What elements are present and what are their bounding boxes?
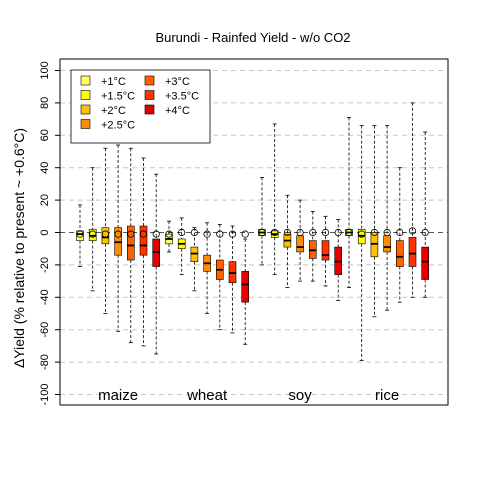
- box-rice-5: [408, 237, 417, 267]
- mean-marker: [334, 228, 342, 237]
- y-tick-label: -100: [39, 383, 51, 405]
- box-maize-5: [139, 225, 148, 256]
- mean-marker: [89, 230, 97, 238]
- y-tick-label: 0: [39, 229, 51, 235]
- box-rice-4: [395, 240, 404, 267]
- mean-marker: [203, 230, 211, 238]
- legend-box: [70, 69, 211, 144]
- mean-marker: [283, 228, 291, 237]
- box-soy-5: [321, 240, 330, 261]
- y-tick-label: -60: [39, 322, 51, 338]
- legend-label: +1.5°C: [101, 91, 135, 103]
- legend-swatch: [144, 90, 155, 100]
- mean-marker: [139, 230, 148, 238]
- box-rice-3: [383, 235, 391, 253]
- mean-marker: [258, 228, 266, 237]
- mean-marker: [76, 230, 84, 238]
- box-rice-6: [421, 246, 430, 280]
- legend: +1°C +1.5°C +2°C +2.5°C +3°C +3.5°C +4°C: [70, 69, 211, 144]
- legend-swatch: [80, 119, 91, 129]
- legend-swatch: [144, 75, 155, 86]
- group-label-rice: rice: [375, 387, 399, 404]
- mean-marker: [114, 230, 122, 238]
- legend-swatch: [80, 75, 91, 86]
- mean-marker: [408, 227, 417, 235]
- mean-marker: [241, 230, 249, 238]
- legend-label: +3°C: [165, 76, 190, 88]
- mean-marker: [165, 230, 173, 238]
- y-tick-label: -80: [39, 354, 51, 370]
- mean-marker: [152, 230, 160, 238]
- group-label-wheat: wheat: [186, 387, 228, 404]
- legend-swatch: [80, 104, 91, 115]
- y-tick-label: -20: [39, 257, 51, 273]
- mean-marker: [101, 230, 110, 238]
- box-maize-4: [127, 225, 135, 261]
- mean-marker: [321, 228, 330, 237]
- mean-marker: [271, 228, 279, 237]
- y-tick-label: 40: [39, 162, 51, 174]
- mean-marker: [228, 230, 237, 238]
- legend-label: +3.5°C: [165, 91, 199, 103]
- y-tick-label: 20: [39, 194, 51, 206]
- mean-marker: [358, 230, 366, 238]
- legend-label: +1°C: [101, 76, 126, 88]
- group-label-soy: soy: [288, 387, 312, 404]
- box-soy-3: [296, 235, 304, 253]
- group-maize: [76, 144, 160, 355]
- group-wheat: [165, 217, 249, 345]
- box-maize-2: [101, 227, 110, 245]
- legend-label: +2.5°C: [101, 120, 135, 132]
- y-axis: -100 -80 -60 -40 -20 0 20 40 60 80 100: [39, 59, 61, 406]
- y-tick-label: 80: [39, 97, 51, 109]
- box-wheat-6: [241, 271, 249, 303]
- mean-marker: [190, 228, 198, 237]
- mean-marker: [296, 228, 304, 237]
- group-labels: maize wheat soy rice: [98, 387, 399, 404]
- mean-marker: [309, 228, 317, 237]
- group-rice: [345, 102, 430, 361]
- mean-marker: [370, 228, 378, 237]
- mean-marker: [421, 228, 429, 237]
- y-axis-label: ΔYield (% relative to present ~ +0.6°C): [11, 128, 27, 368]
- chart-title: Burundi - Rainfed Yield - w/o CO2: [155, 30, 350, 45]
- mean-marker: [383, 228, 391, 237]
- mean-marker: [396, 228, 404, 237]
- legend-swatch: [144, 104, 155, 115]
- legend-swatch: [80, 90, 91, 100]
- mean-marker: [345, 228, 353, 237]
- mean-marker: [216, 230, 224, 238]
- mean-marker: [127, 230, 135, 238]
- group-soy: [258, 123, 343, 301]
- y-tick-label: 60: [39, 129, 51, 141]
- y-tick-label: 100: [39, 61, 51, 79]
- y-tick-label: -40: [39, 289, 51, 305]
- legend-label: +4°C: [165, 105, 190, 117]
- legend-label: +2°C: [101, 105, 126, 117]
- mean-marker: [178, 228, 186, 237]
- box-series: [76, 102, 430, 361]
- group-label-maize: maize: [98, 387, 138, 404]
